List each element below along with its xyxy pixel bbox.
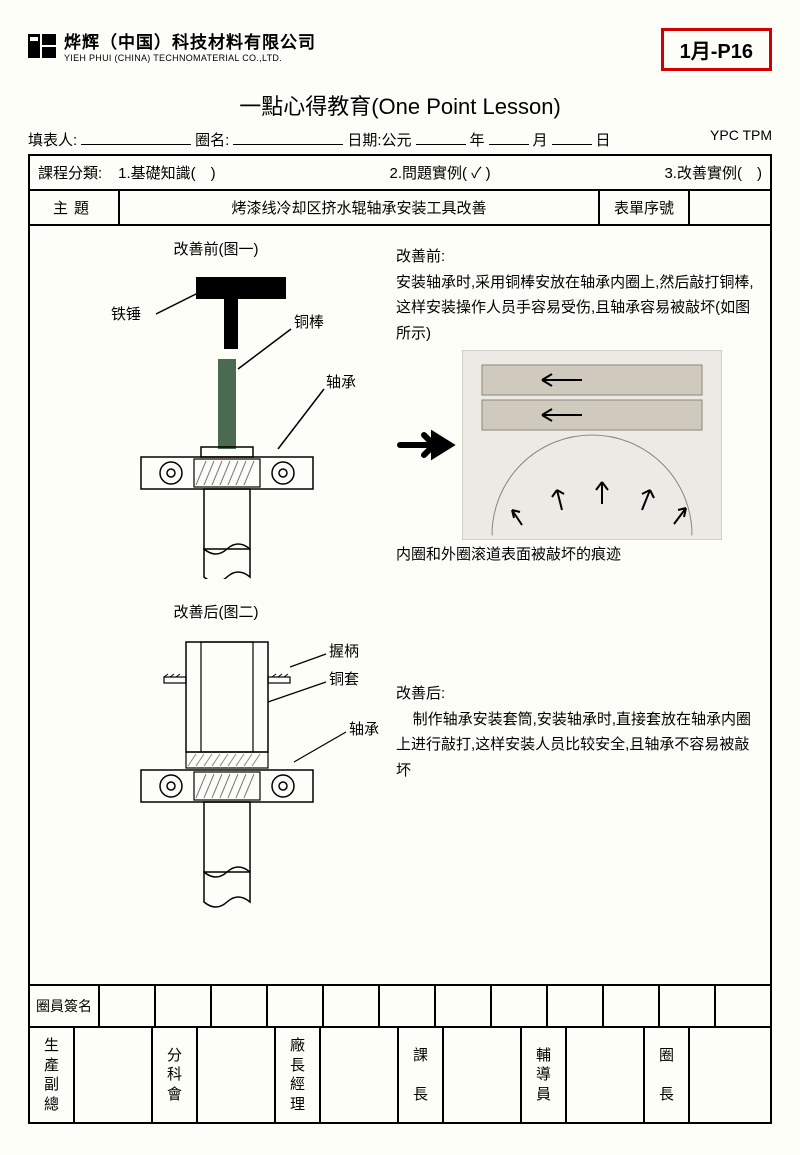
role-section-chief: 課長	[399, 1028, 444, 1122]
month-label: 月	[533, 129, 548, 150]
month-blank[interactable]	[489, 127, 529, 145]
sign-slot[interactable]	[548, 986, 604, 1026]
category-label: 課程分類:	[30, 156, 110, 189]
form-frame: 課程分類: 1.基礎知識( ) 2.問題實例( ✓ ) 3.改善實例( ) 主題…	[28, 154, 772, 1124]
ypc-tpm: YPC TPM	[710, 127, 772, 143]
bearing-label: 轴承	[326, 374, 356, 391]
signature-row: 圈員簽名	[30, 986, 770, 1028]
category-row: 課程分類: 1.基礎知識( ) 2.問題實例( ✓ ) 3.改善實例( )	[30, 156, 770, 191]
page-header: 烨辉（中国）科技材料有限公司 YIEH PHUI (CHINA) TECHNOM…	[28, 28, 772, 71]
after-block: 改善后: 制作轴承安装套筒,安装轴承时,直接套放在轴承内圈上进行敲打,这样安装人…	[396, 601, 754, 946]
before-title: 改善前:	[396, 248, 445, 265]
svg-text:铜套: 铜套	[329, 671, 359, 688]
fig2-caption: 改善后(图二)	[46, 601, 386, 622]
photo-caption: 内圈和外圈滚道表面被敲坏的痕迹	[396, 542, 754, 568]
meta-row: 填表人: 圈名: 日期:公元 年 月 日 YPC TPM	[28, 127, 772, 150]
company-logo-block: 烨辉（中国）科技材料有限公司 YIEH PHUI (CHINA) TECHNOM…	[28, 28, 316, 63]
topic-row: 主題 烤漆线冷却区挤水辊轴承安装工具改善 表單序號	[30, 191, 770, 226]
filler-label: 填表人:	[28, 129, 77, 150]
category-opt1[interactable]: 1.基礎知識( )	[118, 162, 216, 183]
sign-slot[interactable]	[716, 986, 770, 1026]
form-no-label: 表單序號	[600, 191, 690, 224]
approval-row: 生產副總 分科會 廠長經理 課長 輔導員 圈長	[30, 1028, 770, 1122]
content-area: 改善前(图一)	[30, 226, 770, 986]
after-title: 改善后:	[396, 685, 445, 702]
role-mentor: 輔導員	[522, 1028, 567, 1122]
sign-slot[interactable]	[436, 986, 492, 1026]
day-label: 日	[596, 129, 611, 150]
category-opt3[interactable]: 3.改善實例( )	[664, 162, 762, 183]
sign-slot[interactable]	[324, 986, 380, 1026]
hammer-label: 铁锤	[111, 306, 141, 323]
sign-slot[interactable]	[492, 986, 548, 1026]
arrow-icon	[396, 425, 456, 465]
company-name-cn: 烨辉（中国）科技材料有限公司	[64, 28, 316, 53]
figure-2: 改善后(图二)	[46, 601, 386, 946]
form-no-blank[interactable]	[690, 191, 770, 224]
approve-slot[interactable]	[75, 1028, 153, 1122]
sign-slot[interactable]	[156, 986, 212, 1026]
rod-label: 铜棒	[294, 314, 324, 331]
approve-slot[interactable]	[198, 1028, 276, 1122]
circle-blank[interactable]	[233, 127, 343, 145]
circle-label: 圈名:	[195, 129, 229, 150]
topic-label: 主題	[30, 191, 120, 224]
approve-slot[interactable]	[567, 1028, 645, 1122]
role-circle-lead: 圈長	[645, 1028, 690, 1122]
approve-slot[interactable]	[321, 1028, 399, 1122]
role-plant-mgr: 廠長經理	[276, 1028, 321, 1122]
fig1-caption: 改善前(图一)	[46, 238, 386, 259]
before-block: 改善前: 安装轴承时,采用铜棒安放在轴承内圈上,然后敲打铜棒,这样安装操作人员手…	[396, 238, 754, 583]
after-text: 制作轴承安装套筒,安装轴承时,直接套放在轴承内圈上进行敲打,这样安装人员比较安全…	[396, 711, 751, 779]
logo-icon	[28, 34, 56, 58]
svg-text:轴承: 轴承	[349, 721, 379, 738]
sign-slot[interactable]	[100, 986, 156, 1026]
before-text: 安装轴承时,采用铜棒安放在轴承内圈上,然后敲打铜棒,这样安装操作人员手容易受伤,…	[396, 274, 754, 342]
sign-label: 圈員簽名	[30, 986, 100, 1026]
year-label: 年	[470, 129, 485, 150]
sign-slot[interactable]	[604, 986, 660, 1026]
company-name-en: YIEH PHUI (CHINA) TECHNOMATERIAL CO.,LTD…	[64, 53, 316, 63]
sign-slot[interactable]	[380, 986, 436, 1026]
figure-1: 改善前(图一)	[46, 238, 386, 583]
category-opt2[interactable]: 2.問題實例( ✓ )	[390, 162, 491, 183]
date-label: 日期:公元	[347, 129, 411, 150]
doc-title: 一點心得教育(One Point Lesson)	[28, 89, 772, 121]
role-committee: 分科會	[153, 1028, 198, 1122]
svg-text:握柄: 握柄	[329, 643, 359, 660]
sign-slot[interactable]	[268, 986, 324, 1026]
sign-slot[interactable]	[212, 986, 268, 1026]
approve-slot[interactable]	[444, 1028, 522, 1122]
year-blank[interactable]	[416, 127, 466, 145]
day-blank[interactable]	[552, 127, 592, 145]
approve-slot[interactable]	[690, 1028, 770, 1122]
topic-text: 烤漆线冷却区挤水辊轴承安装工具改善	[120, 191, 600, 224]
filler-blank[interactable]	[81, 127, 191, 145]
sign-slot[interactable]	[660, 986, 716, 1026]
page-tag: 1月-P16	[661, 28, 772, 71]
damage-photo	[462, 350, 722, 540]
role-prod-vp: 生產副總	[30, 1028, 75, 1122]
